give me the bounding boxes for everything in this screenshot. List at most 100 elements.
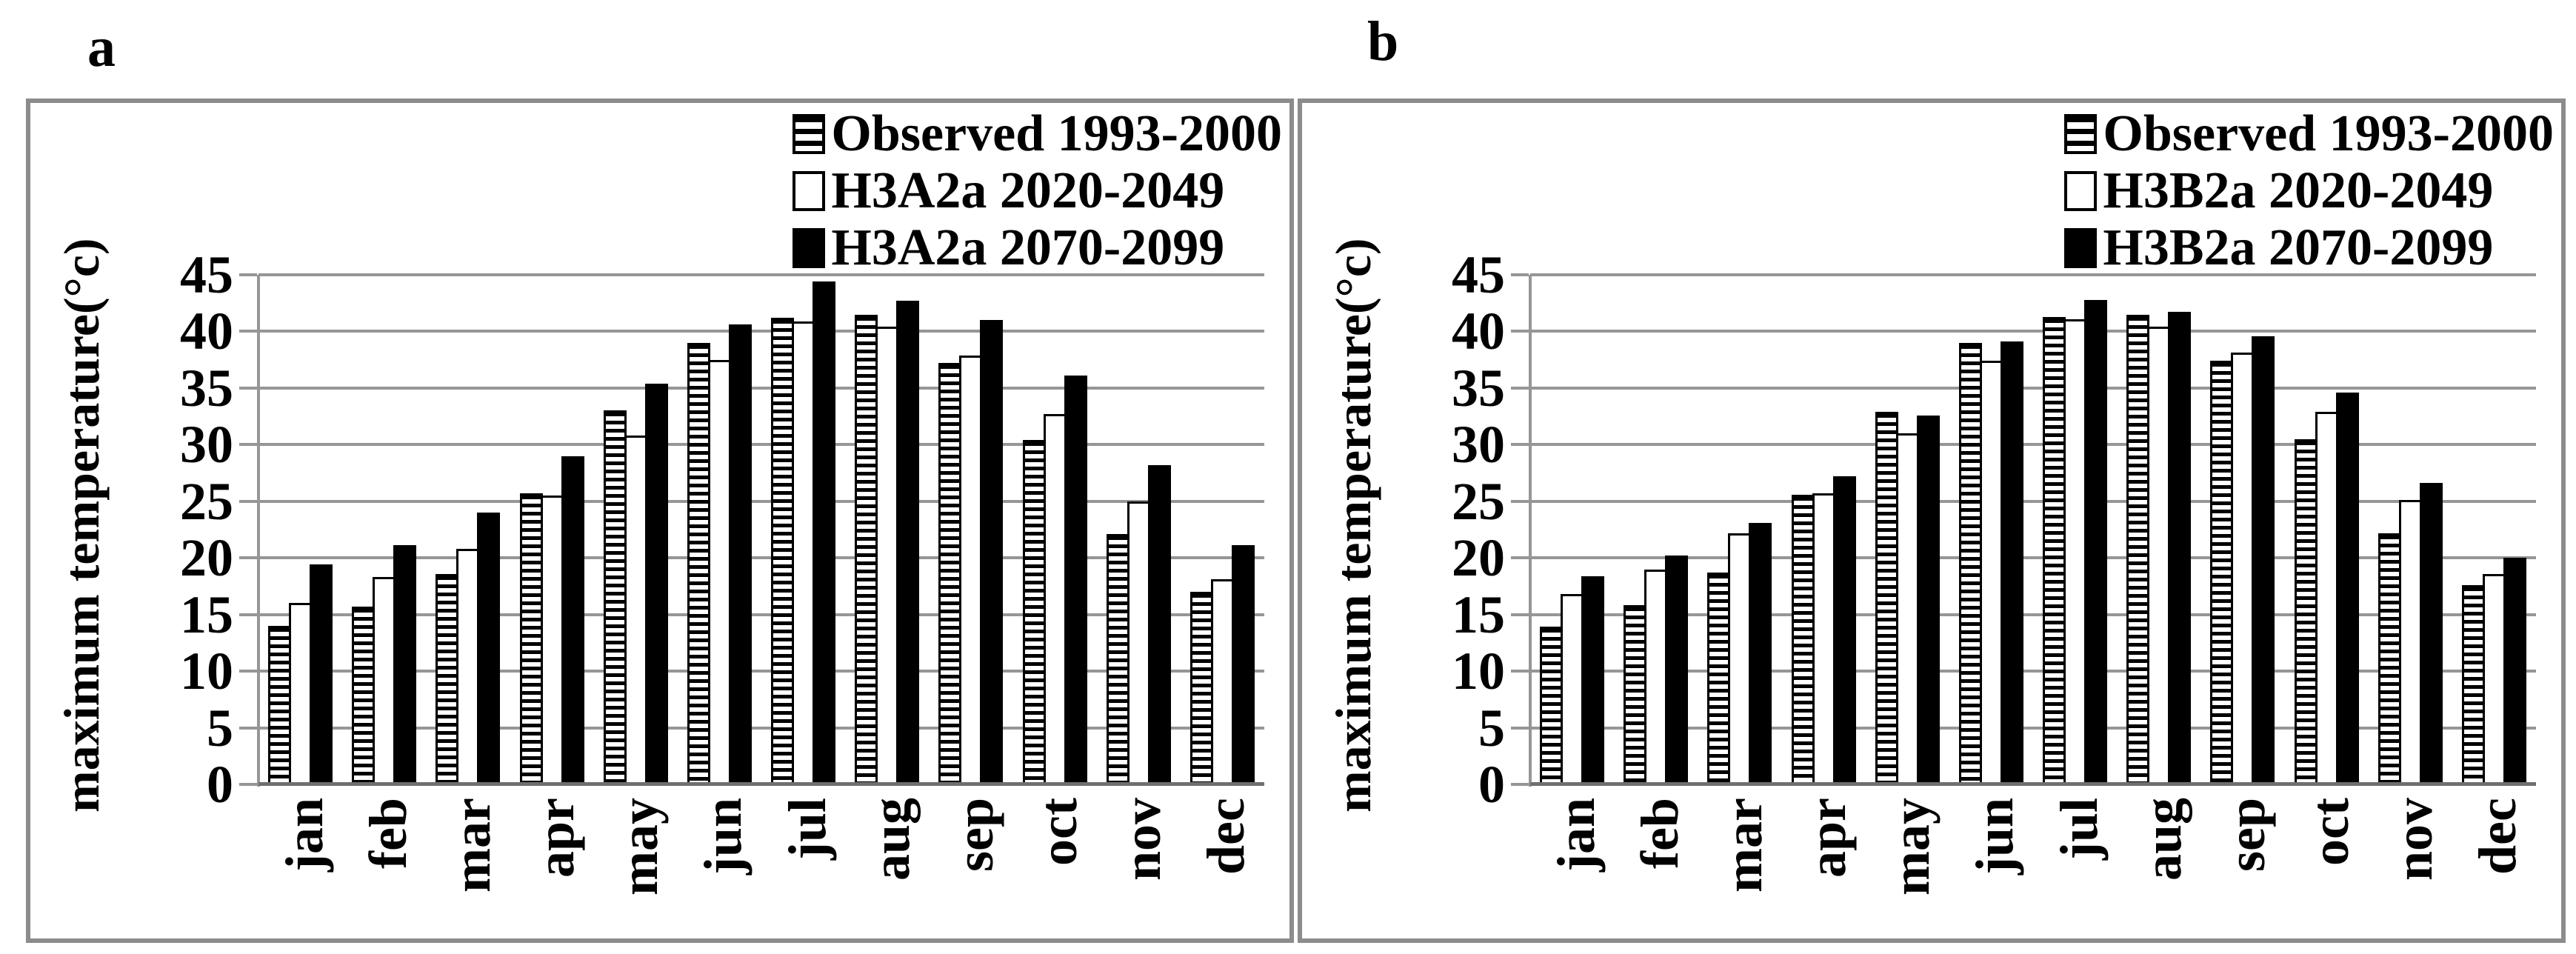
gridline-45	[1530, 273, 2536, 276]
bar-nov-white	[1127, 501, 1150, 784]
bar-apr-hatched	[520, 493, 543, 784]
legend-row-white: H3A2a 2020-2049	[793, 165, 1282, 217]
bar-aug-hatched	[2126, 315, 2149, 784]
gridline-30	[1530, 443, 2536, 446]
bar-sep-white	[959, 356, 982, 784]
y-axis-tick-20	[239, 556, 257, 559]
x-tick-label-jan: jan	[275, 798, 334, 873]
gridline-35	[258, 387, 1264, 390]
y-axis-tick-25	[239, 500, 257, 503]
bar-apr-white	[541, 496, 564, 784]
x-tick-label-dec: dec	[2468, 798, 2527, 875]
y-tick-label-25: 25	[180, 472, 233, 531]
bar-feb-black	[393, 545, 416, 784]
legend-marker-hatched-icon	[793, 114, 826, 154]
bar-jul-hatched	[2043, 317, 2066, 784]
legend-label: Observed 1993-2000	[831, 105, 1282, 162]
legend-label: H3B2a 2020-2049	[2103, 162, 2494, 219]
x-tick-label-aug: aug	[2133, 798, 2192, 881]
gridline-20	[1530, 556, 2536, 559]
x-tick-label-nov: nov	[1112, 798, 1172, 881]
y-tick-label-30: 30	[1452, 415, 1505, 474]
y-tick-label-10: 10	[1452, 641, 1505, 701]
gridline-40	[258, 330, 1264, 333]
bar-may-hatched	[1875, 412, 1898, 784]
y-axis-tick-45	[1511, 273, 1529, 276]
bar-jan-hatched	[268, 626, 291, 784]
bar-mar-hatched	[436, 574, 458, 784]
bar-jun-hatched	[687, 343, 710, 784]
bar-nov-black	[2420, 483, 2443, 784]
bar-jul-black	[812, 281, 835, 784]
x-axis-line	[1530, 782, 2536, 786]
legend-row-hatched: Observed 1993-2000	[793, 105, 1282, 162]
x-tick-label-jun: jun	[1965, 798, 2024, 875]
bar-feb-hatched	[1624, 605, 1646, 784]
bar-aug-white	[875, 327, 898, 784]
y-axis-tick-25	[1511, 500, 1529, 503]
bar-oct-white	[1044, 414, 1067, 784]
x-tick-label-jan: jan	[1546, 798, 1606, 873]
legend-row-black: H3A2a 2070-2099	[793, 219, 1282, 276]
y-axis-line	[1529, 275, 1532, 787]
bar-apr-white	[1812, 493, 1835, 784]
y-tick-label-45: 45	[180, 245, 233, 304]
y-tick-label-20: 20	[1452, 528, 1505, 587]
bar-may-white	[624, 436, 647, 784]
legend-marker-black-icon	[2064, 228, 2098, 268]
bar-feb-white	[1644, 570, 1667, 784]
legend-row-white: H3B2a 2020-2049	[2064, 162, 2554, 219]
x-tick-label-mar: mar	[1714, 798, 1773, 893]
y-tick-label-25: 25	[1452, 472, 1505, 531]
bar-dec-white	[1211, 579, 1234, 784]
bar-oct-hatched	[1023, 440, 1046, 784]
gridline-10	[1530, 670, 2536, 673]
bar-sep-white	[2231, 353, 2254, 784]
bar-nov-hatched	[1107, 534, 1129, 784]
bar-may-black	[645, 384, 668, 784]
plot-area	[258, 273, 1264, 786]
bar-jan-black	[1581, 576, 1604, 784]
y-axis-tick-10	[1511, 670, 1529, 673]
bar-nov-black	[1148, 465, 1171, 784]
y-axis-line	[257, 275, 260, 787]
y-axis-tick-35	[239, 387, 257, 390]
bar-feb-hatched	[352, 607, 375, 784]
y-axis-tick-30	[239, 443, 257, 446]
bar-jan-white	[1561, 594, 1584, 784]
legend-marker-hatched-icon	[2064, 114, 2098, 154]
x-tick-label-oct: oct	[2300, 798, 2360, 866]
y-axis-tick-5	[239, 727, 257, 730]
y-tick-label-35: 35	[1452, 358, 1505, 418]
x-tick-label-may: may	[1881, 798, 1941, 895]
gridline-40	[1530, 330, 2536, 333]
legend-label: Observed 1993-2000	[2103, 105, 2554, 162]
legend: Observed 1993-2000 H3B2a 2020-2049 H3B2a 2…	[2064, 105, 2554, 274]
x-tick-label-jul: jul	[2049, 798, 2109, 861]
x-tick-label-mar: mar	[442, 798, 501, 893]
gridline-5	[258, 727, 1264, 730]
bar-mar-hatched	[1707, 573, 1730, 784]
y-axis-tick-40	[239, 330, 257, 333]
x-tick-label-sep: sep	[945, 798, 1004, 873]
gridline-25	[258, 500, 1264, 503]
bar-sep-hatched	[938, 363, 961, 784]
bar-jul-white	[792, 321, 815, 784]
bar-nov-hatched	[2378, 533, 2401, 784]
bar-oct-black	[1064, 376, 1087, 784]
bar-mar-white	[1728, 533, 1751, 784]
x-tick-label-jun: jun	[693, 798, 753, 875]
bar-jul-hatched	[771, 318, 794, 784]
bar-apr-hatched	[1792, 495, 1815, 784]
y-tick-label-10: 10	[180, 641, 233, 701]
bar-mar-white	[456, 549, 479, 784]
bar-jun-black	[729, 324, 752, 784]
legend-label: H3A2a 2070-2099	[831, 219, 1225, 276]
bar-aug-black	[896, 301, 919, 784]
x-tick-label-jul: jul	[778, 798, 837, 861]
y-tick-label-15: 15	[180, 585, 233, 644]
gridline-45	[258, 273, 1264, 276]
y-axis-title: maximum temperature(°c)	[53, 238, 110, 813]
bar-dec-hatched	[2462, 585, 2485, 784]
